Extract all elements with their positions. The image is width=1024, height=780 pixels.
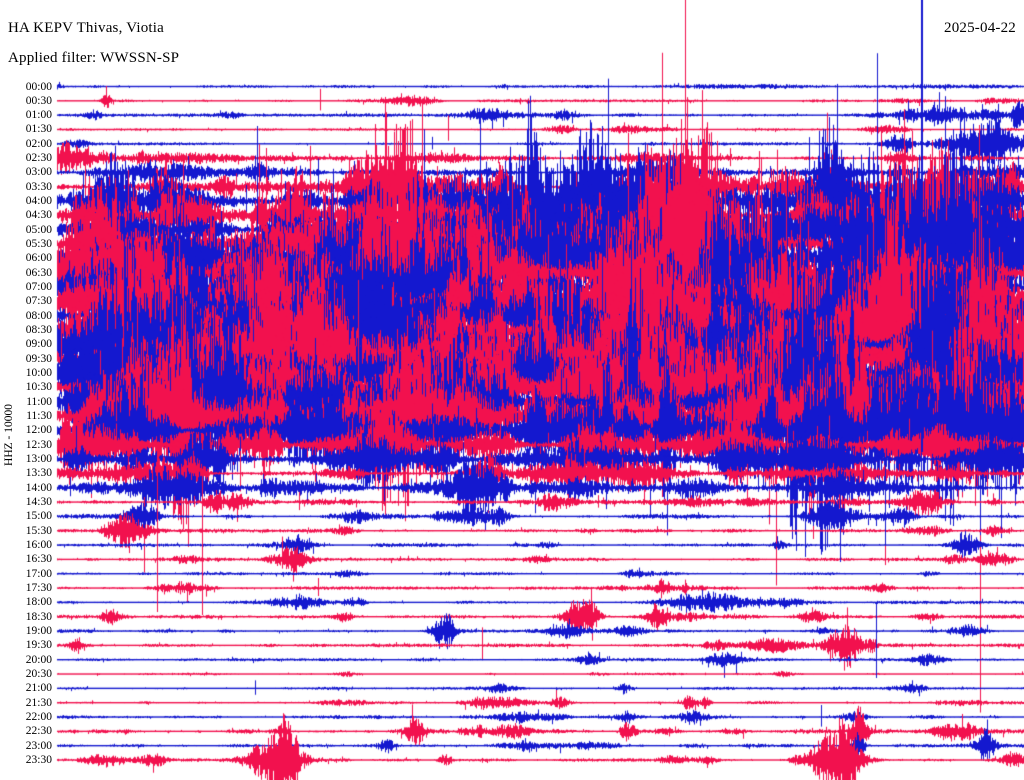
time-label-1030: 10:30: [25, 381, 52, 394]
time-label-2030: 20:30: [25, 668, 52, 681]
time-label-1500: 15:00: [25, 510, 52, 523]
time-label-1300: 13:00: [25, 453, 52, 466]
time-label-1930: 19:30: [25, 639, 52, 652]
time-label-1230: 12:30: [25, 438, 52, 451]
time-label-1800: 18:00: [25, 596, 52, 609]
time-axis-label-column: 00:00 00:30 01:00 01:30 02:00 02:30 03:00 03:30…: [0, 0, 52, 780]
time-label-1100: 11:00: [26, 395, 52, 408]
time-label-1700: 17:00: [25, 567, 52, 580]
time-label-0230: 02:30: [25, 152, 52, 165]
time-label-0830: 08:30: [25, 324, 52, 337]
date-label: 2025-04-22: [944, 20, 1016, 36]
time-label-1830: 18:30: [25, 610, 52, 623]
time-label-0400: 04:00: [25, 195, 52, 208]
time-label-1430: 14:30: [25, 496, 52, 509]
time-label-1200: 12:00: [25, 424, 52, 437]
time-label-1730: 17:30: [25, 582, 52, 595]
time-label-0500: 05:00: [25, 223, 52, 236]
time-label-0000: 00:00: [25, 80, 52, 93]
time-label-0800: 08:00: [25, 309, 52, 322]
time-label-0930: 09:30: [25, 352, 52, 365]
time-label-1600: 16:00: [25, 539, 52, 552]
time-label-2300: 23:00: [25, 739, 52, 752]
time-label-0430: 04:30: [25, 209, 52, 222]
applied-filter-label: Applied filter: WWSSN-SP: [8, 50, 180, 66]
time-label-2330: 23:30: [25, 754, 52, 766]
time-label-0630: 06:30: [25, 266, 52, 279]
time-label-2200: 22:00: [25, 711, 52, 724]
time-label-1530: 15:30: [25, 524, 52, 537]
time-label-2230: 22:30: [25, 725, 52, 738]
time-label-1130: 11:30: [26, 410, 52, 423]
time-label-1900: 19:00: [25, 625, 52, 638]
time-label-1330: 13:30: [25, 467, 52, 480]
time-label-0200: 02:00: [25, 137, 52, 150]
time-label-0900: 09:00: [25, 338, 52, 351]
time-label-2000: 20:00: [25, 653, 52, 666]
time-label-0700: 07:00: [25, 281, 52, 294]
station-title: HA KEPV Thivas, Viotia: [8, 20, 165, 36]
time-label-2100: 21:00: [25, 682, 52, 695]
time-label-0030: 00:30: [25, 94, 52, 107]
time-label-2130: 21:30: [25, 696, 52, 709]
time-label-0600: 06:00: [25, 252, 52, 265]
time-label-0300: 03:00: [25, 166, 52, 179]
time-label-0130: 01:30: [25, 123, 52, 136]
time-label-0530: 05:30: [25, 238, 52, 251]
time-label-1000: 10:00: [25, 367, 52, 380]
time-label-0100: 01:00: [25, 109, 52, 122]
time-label-0730: 07:30: [25, 295, 52, 308]
time-label-1630: 16:30: [25, 553, 52, 566]
time-label-1400: 14:00: [25, 481, 52, 494]
time-label-0330: 03:30: [25, 180, 52, 193]
